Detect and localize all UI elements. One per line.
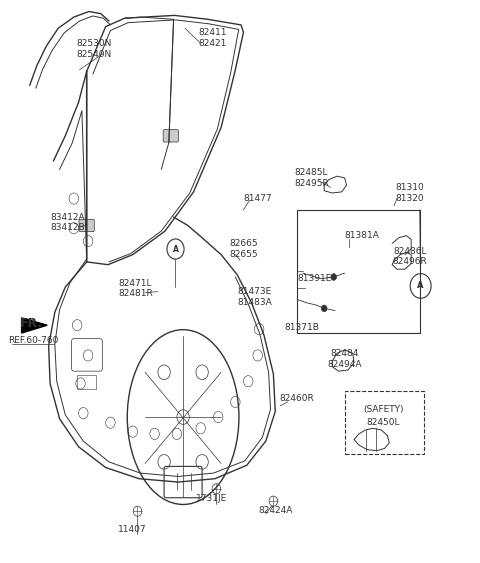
Text: 82424A: 82424A <box>258 506 292 515</box>
Text: 82471L
82481R: 82471L 82481R <box>118 279 153 298</box>
Text: 81310
81320: 81310 81320 <box>396 184 424 203</box>
Text: 82665
82655: 82665 82655 <box>229 239 258 259</box>
Text: 81477: 81477 <box>243 194 272 203</box>
Text: 81381A: 81381A <box>345 231 380 240</box>
Text: (SAFETY): (SAFETY) <box>363 405 404 414</box>
Circle shape <box>331 274 336 280</box>
Text: REF.60-760: REF.60-760 <box>8 336 58 345</box>
Text: 11407: 11407 <box>119 525 147 534</box>
FancyBboxPatch shape <box>163 129 179 142</box>
Text: 1731JE: 1731JE <box>196 494 227 503</box>
Text: 81391E: 81391E <box>298 274 332 283</box>
Circle shape <box>321 305 327 312</box>
Text: FR.: FR. <box>20 317 43 330</box>
Text: 83412A
83412B: 83412A 83412B <box>50 213 85 233</box>
Polygon shape <box>22 318 47 333</box>
Bar <box>345 391 424 454</box>
Text: 82485L
82495R: 82485L 82495R <box>294 168 329 187</box>
Text: 81371B: 81371B <box>285 323 319 332</box>
Text: A: A <box>173 244 179 253</box>
Text: 82460R: 82460R <box>280 394 314 403</box>
Text: 82411
82421: 82411 82421 <box>198 28 227 47</box>
Bar <box>297 210 420 333</box>
Text: 82530N
82540N: 82530N 82540N <box>76 39 111 59</box>
Text: 82450L: 82450L <box>367 418 400 427</box>
Text: 82484
82494A: 82484 82494A <box>327 349 362 369</box>
Text: 82486L
82496R: 82486L 82496R <box>392 247 427 266</box>
Text: 81473E
81483A: 81473E 81483A <box>237 288 272 307</box>
Bar <box>77 375 96 389</box>
FancyBboxPatch shape <box>79 220 94 231</box>
Text: A: A <box>418 282 424 291</box>
